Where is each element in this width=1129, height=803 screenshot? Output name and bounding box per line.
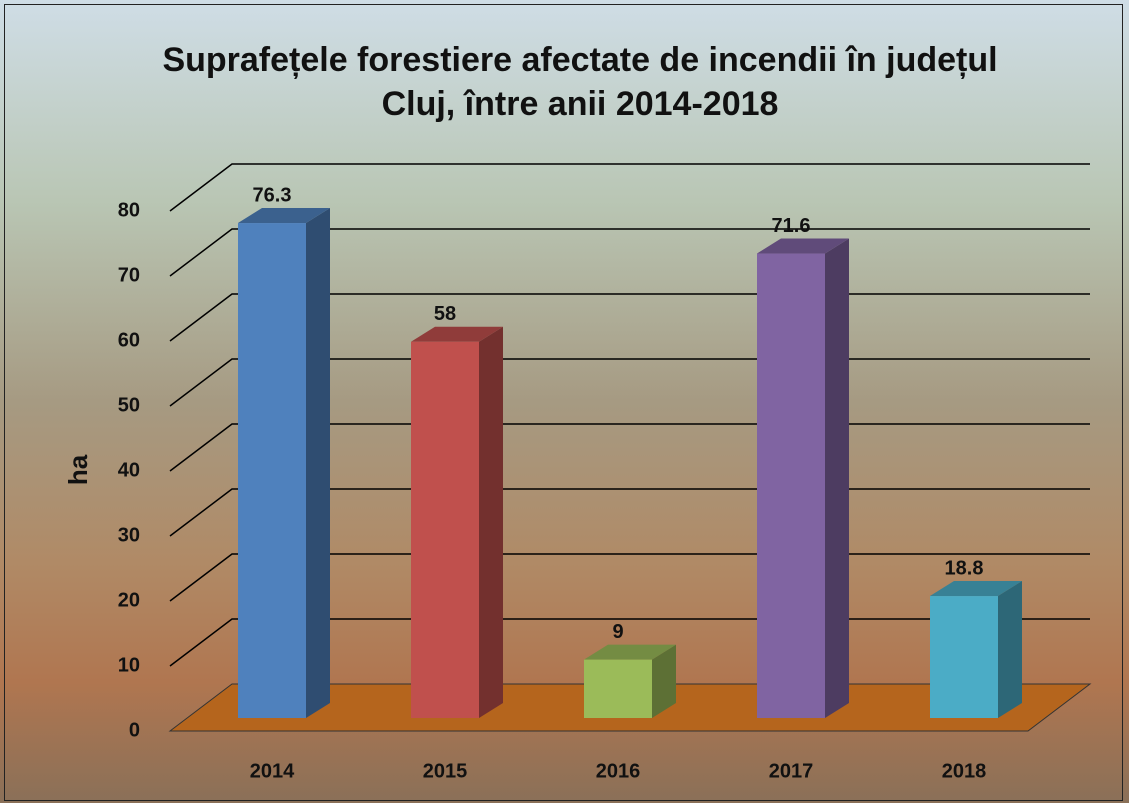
y-tick-label: 50 [118,394,140,416]
bar [584,660,652,718]
bar-side [825,239,849,718]
y-tick-label: 30 [118,524,140,546]
bar-side [479,327,503,718]
value-label: 9 [612,621,623,643]
value-label: 58 [434,303,456,325]
bar-side [306,208,330,718]
value-label: 71.6 [772,215,811,237]
y-tick-label: 80 [118,199,140,221]
y-tick-label: 20 [118,589,140,611]
y-tick-label: 0 [129,719,140,741]
value-label: 76.3 [253,184,292,206]
chart: Suprafețele forestiere afectate de incen… [0,0,1129,803]
grid-line [170,164,1090,211]
y-tick-label: 40 [118,459,140,481]
bar-side [998,581,1022,718]
x-tick-label: 2018 [942,760,987,782]
bar [757,254,825,718]
y-tick-label: 10 [118,654,140,676]
bar [411,342,479,718]
bar [238,223,306,718]
y-tick-label: 60 [118,329,140,351]
x-tick-label: 2017 [769,760,814,782]
y-tick-label: 70 [118,264,140,286]
x-tick-label: 2016 [596,760,641,782]
plot: ha 0 10 20 30 40 50 60 70 80 2014 76.3 2015 58 2016 9 2… [0,0,1129,803]
y-axis-label: ha [63,454,93,485]
x-tick-label: 2015 [423,760,468,782]
value-label: 18.8 [945,557,984,579]
bar [930,596,998,718]
x-tick-label: 2014 [250,760,295,782]
